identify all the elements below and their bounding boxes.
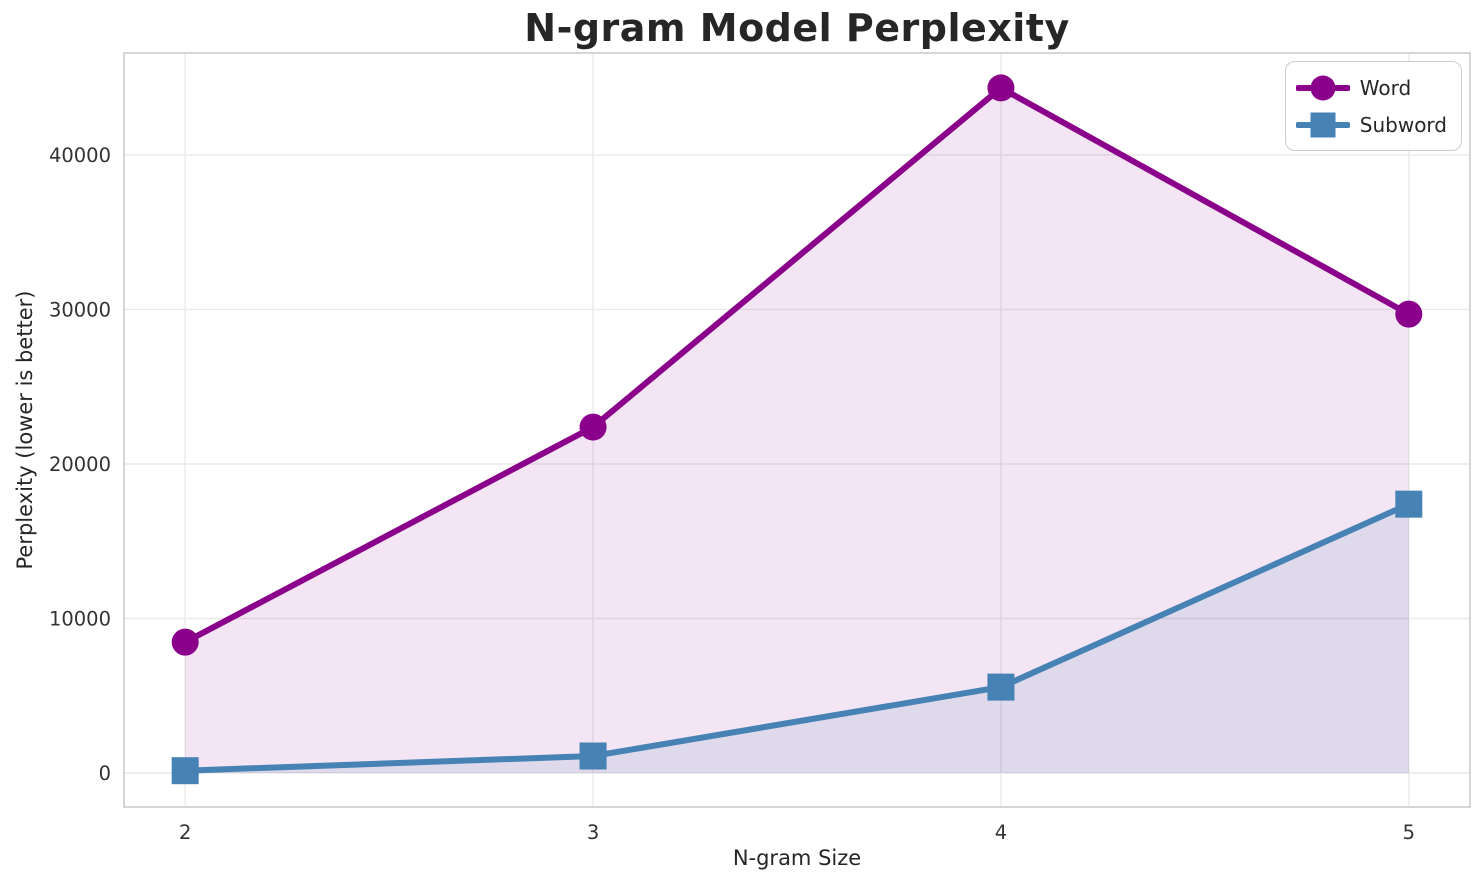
y-tick-label: 10000	[49, 608, 111, 631]
legend-label-word: Word	[1359, 75, 1412, 100]
y-tick-label: 30000	[49, 298, 111, 321]
x-tick-label: 2	[179, 821, 191, 844]
square-marker-icon	[1295, 112, 1350, 137]
subword-marker	[1395, 490, 1423, 518]
x-tick-label: 3	[587, 821, 599, 844]
x-tick-label: 4	[995, 821, 1007, 844]
subword-marker	[579, 742, 607, 770]
circle-marker-icon	[1295, 75, 1350, 100]
word-marker	[987, 74, 1015, 102]
legend-entry-word: Word	[1295, 69, 1447, 106]
x-axis-label: N-gram Size	[732, 846, 862, 870]
chart-title: N-gram Model Perplexity	[524, 6, 1070, 50]
subword-line	[182, 501, 1412, 774]
word-line	[182, 84, 1412, 646]
word-area-fill	[185, 87, 1409, 774]
legend: Word Subword	[1284, 61, 1462, 151]
subword-area-fill	[185, 504, 1409, 774]
word-marker	[171, 628, 199, 656]
legend-label-subword: Subword	[1359, 112, 1447, 137]
y-tick-label: 40000	[49, 144, 111, 167]
plot-border	[123, 52, 1471, 808]
y-tick-label: 20000	[49, 453, 111, 476]
subword-marker	[171, 757, 199, 785]
y-tick-label: 0	[99, 762, 111, 785]
subword-marker	[987, 673, 1015, 701]
x-tick-label: 5	[1403, 821, 1415, 844]
word-marker	[579, 413, 607, 441]
word-marker	[1395, 300, 1423, 328]
legend-entry-subword: Subword	[1295, 106, 1447, 143]
